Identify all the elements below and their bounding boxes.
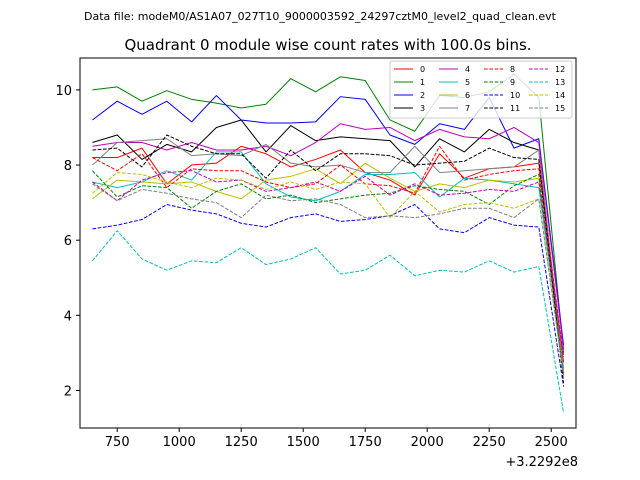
series-line-13 xyxy=(92,230,565,414)
y-tick-label: 6 xyxy=(64,234,72,249)
legend-label-4: 4 xyxy=(465,65,470,74)
y-tick-label: 4 xyxy=(64,309,72,324)
series-line-15 xyxy=(92,183,565,376)
x-offset-label: +3.2292e8 xyxy=(505,455,578,470)
y-tick-label: 10 xyxy=(55,84,72,99)
series-line-14 xyxy=(92,172,565,376)
y-tick-label: 2 xyxy=(64,384,72,399)
plot-area xyxy=(80,58,576,428)
x-tick-label: 2500 xyxy=(535,435,568,450)
legend-label-1: 1 xyxy=(420,78,425,87)
x-tick-label: 1250 xyxy=(225,435,258,450)
series-line-11 xyxy=(92,134,565,383)
x-tick-label: 1000 xyxy=(163,435,196,450)
chart-title: Quadrant 0 module wise count rates with … xyxy=(124,36,531,54)
series-line-12 xyxy=(92,170,565,357)
legend-label-9: 9 xyxy=(510,78,515,87)
legend-label-3: 3 xyxy=(420,104,425,113)
legend-label-8: 8 xyxy=(510,65,515,74)
series-line-3 xyxy=(92,119,565,376)
y-tick-label: 8 xyxy=(64,159,72,174)
plot-frame xyxy=(79,57,577,429)
series-line-7 xyxy=(92,138,565,372)
x-tick-label: 2000 xyxy=(411,435,444,450)
series-line-10 xyxy=(92,204,565,387)
legend-label-11: 11 xyxy=(510,104,520,113)
legend-label-2: 2 xyxy=(420,91,425,100)
legend-label-5: 5 xyxy=(465,78,470,87)
legend-label-0: 0 xyxy=(420,65,425,74)
legend-label-14: 14 xyxy=(555,91,565,100)
x-tick-label: 750 xyxy=(105,435,130,450)
series-line-4 xyxy=(92,123,565,350)
suptitle: Data file: modeM0/AS1A07_027T10_90000035… xyxy=(84,10,557,23)
legend-label-7: 7 xyxy=(465,104,470,113)
legend-label-15: 15 xyxy=(555,104,565,113)
series-line-9 xyxy=(92,170,565,376)
series-line-0 xyxy=(92,145,565,363)
legend-label-12: 12 xyxy=(555,65,565,74)
series-line-6 xyxy=(92,162,565,372)
legend-box xyxy=(389,60,573,119)
series-line-8 xyxy=(92,145,565,357)
x-tick-label: 1750 xyxy=(349,435,382,450)
x-tick-label: 2250 xyxy=(473,435,506,450)
legend-label-6: 6 xyxy=(465,91,470,100)
x-tick-label: 1500 xyxy=(287,435,320,450)
series-layer xyxy=(92,73,565,414)
legend-label-13: 13 xyxy=(555,78,565,87)
axes: 750 1000 1250 1500 1750 2000 2250 2500 2 4 6 8 10 xyxy=(55,84,567,450)
legend-label-10: 10 xyxy=(510,91,520,100)
